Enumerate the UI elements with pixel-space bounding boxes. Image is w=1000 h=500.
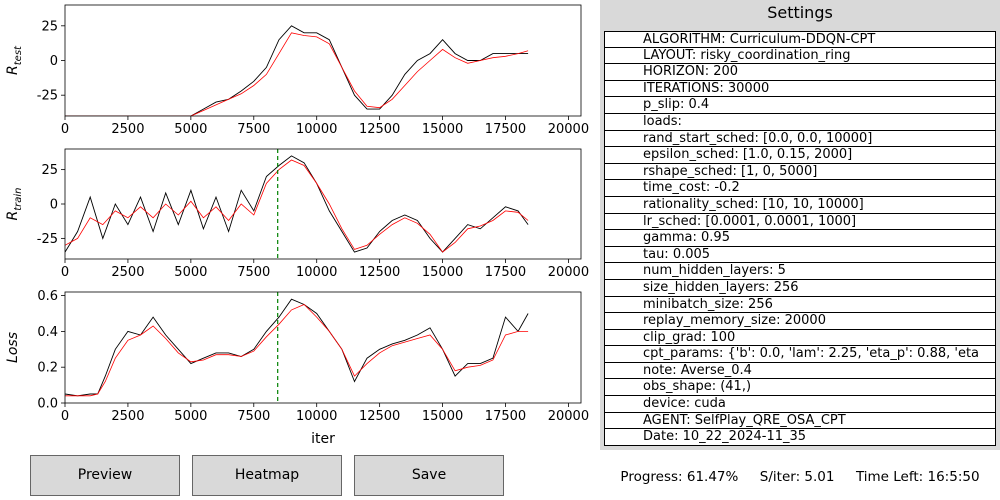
x-tick-label: 20000 (548, 409, 589, 424)
y-axis-label: Loss (5, 332, 21, 363)
x-tick-label: 10000 (296, 122, 337, 137)
y-tick-label: 0 (50, 54, 58, 69)
y-tick-label: -25 (37, 89, 58, 104)
x-tick-label: 7500 (237, 409, 270, 424)
heatmap-button[interactable]: Heatmap (192, 455, 342, 496)
raw-series-line (65, 25, 529, 116)
plot-frame (64, 291, 582, 404)
settings-row: Date: 10_22_2024-11_35 (604, 429, 996, 446)
settings-row: epsilon_sched: [1.0, 0.15, 2000] (604, 147, 996, 164)
y-tick-label: 0 (50, 198, 58, 213)
x-tick-label: 0 (61, 122, 69, 137)
settings-row: ALGORITHM: Curriculum-DDQN-CPT (604, 31, 996, 48)
x-tick-label: 17500 (485, 265, 526, 280)
r-train-plot: 0 2500 5000 7500 10000 12500 15000 17500 20000 25… (5, 148, 589, 280)
x-tick-label: 12500 (359, 122, 400, 137)
y-axis-label: Rtest (5, 45, 24, 75)
settings-row: rand_start_sched: [0.0, 0.0, 10000] (604, 130, 996, 148)
training-plots: 0 2500 5000 7500 10000 12500 15000 17500 2000025… (5, 4, 589, 447)
x-tick-label: 0 (61, 409, 69, 424)
y-axis-label: Rtrain (5, 187, 24, 220)
settings-title: Settings (767, 3, 833, 22)
x-tick-label: 7500 (237, 122, 270, 137)
y-tick-label: 0.6 (37, 289, 58, 304)
x-tick-label: 12500 (359, 409, 400, 424)
smoothed-series-line (65, 32, 529, 116)
y-tick-label: 0.0 (37, 397, 58, 412)
plot-frame (64, 148, 582, 260)
x-tick-label: 2500 (111, 409, 144, 424)
x-tick-label: 15000 (422, 122, 463, 137)
settings-row: size_hidden_layers: 256 (604, 279, 996, 297)
settings-row: HORIZON: 200 (604, 64, 996, 81)
y-tick-label: 25 (41, 19, 58, 34)
settings-row: num_hidden_layers: 5 (604, 263, 996, 280)
x-tick-label: 2500 (111, 122, 144, 137)
raw-series-line (65, 298, 529, 397)
x-tick-label: 5000 (174, 265, 207, 280)
settings-row: p_slip: 0.4 (604, 97, 996, 114)
settings-row: gamma: 0.95 (604, 230, 996, 247)
settings-row: cpt_params: {'b': 0.0, 'lam': 2.25, 'eta… (604, 346, 996, 363)
x-tick-label: 10000 (296, 265, 337, 280)
raw-series-line (65, 155, 529, 253)
x-tick-label: 10000 (296, 409, 337, 424)
settings-row: AGENT: SelfPlay_QRE_OSA_CPT (604, 412, 996, 430)
x-axis-label: iter (311, 431, 335, 447)
r-test-plot: 0 2500 5000 7500 10000 12500 15000 17500 20000 25… (5, 4, 589, 137)
settings-row: clip_grad: 100 (604, 329, 996, 347)
save-button[interactable]: Save (354, 455, 504, 496)
x-tick-label: 20000 (548, 265, 589, 280)
smoothed-series-line (65, 304, 529, 397)
x-tick-label: 7500 (237, 265, 270, 280)
settings-table: ALGORITHM: Curriculum-DDQN-CPT LAYOUT: ri… (604, 31, 996, 446)
plot-frame (64, 4, 582, 117)
x-tick-label: 0 (61, 265, 69, 280)
settings-row: time_cost: -0.2 (604, 180, 996, 197)
settings-row: rationality_sched: [10, 10, 10000] (604, 196, 996, 214)
preview-button[interactable]: Preview (30, 455, 180, 496)
x-tick-label: 2500 (111, 265, 144, 280)
x-tick-label: 15000 (422, 409, 463, 424)
settings-row: loads: (604, 113, 996, 131)
status-bar: Progress: 61.47% S/iter: 5.01 Time Left:… (620, 469, 980, 485)
x-tick-label: 17500 (485, 122, 526, 137)
settings-row: rshape_sched: [1, 0, 5000] (604, 163, 996, 181)
x-tick-label: 5000 (174, 409, 207, 424)
x-tick-label: 12500 (359, 265, 400, 280)
y-tick-label: 0.2 (37, 361, 58, 376)
x-tick-label: 20000 (548, 122, 589, 137)
settings-row: obs_shape: (41,) (604, 379, 996, 397)
x-tick-label: 17500 (485, 409, 526, 424)
loss-plot: 0 2500 5000 7500 10000 12500 15000 17500 20000 0.… (5, 289, 589, 447)
x-tick-label: 15000 (422, 265, 463, 280)
settings-row: replay_memory_size: 20000 (604, 313, 996, 330)
smoothed-series-line (65, 159, 529, 253)
settings-row: device: cuda (604, 396, 996, 413)
y-tick-label: -25 (37, 232, 58, 247)
settings-row: LAYOUT: risky_coordination_ring (604, 47, 996, 65)
x-tick-label: 5000 (174, 122, 207, 137)
settings-row: tau: 0.005 (604, 246, 996, 264)
settings-row: lr_sched: [0.0001, 0.0001, 1000] (604, 213, 996, 231)
y-tick-label: 0.4 (37, 325, 58, 340)
settings-row: note: Averse_0.4 (604, 362, 996, 380)
settings-row: minibatch_size: 256 (604, 296, 996, 314)
settings-row: ITERATIONS: 30000 (604, 80, 996, 98)
y-tick-label: 25 (41, 163, 58, 178)
